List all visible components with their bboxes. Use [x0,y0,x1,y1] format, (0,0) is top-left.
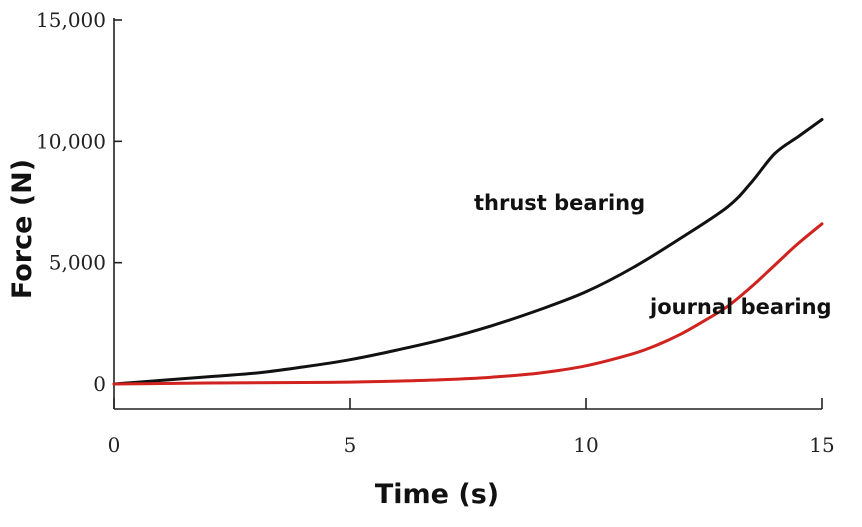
x-tick-label: 15 [809,433,834,457]
axis-ticks: 0 5 10 15 0 5,000 10,000 15,000 [36,8,835,457]
y-tick-label: 5,000 [49,251,106,275]
x-tick-label: 5 [344,433,357,457]
series-line-journal-bearing [112,222,824,386]
series-layer [112,118,824,386]
series-label-journal-bearing: journal bearing [649,295,832,319]
x-tick-label: 0 [108,433,121,457]
series-line-thrust-bearing [112,118,824,386]
y-tick-label: 15,000 [36,8,106,32]
y-tick-label: 10,000 [36,129,106,153]
x-tick-label: 10 [573,433,598,457]
y-tick-label: 0 [93,372,106,396]
y-axis-title: Force (N) [7,159,38,299]
series-label-thrust-bearing: thrust bearing [474,191,645,215]
x-axis-title: Time (s) [375,479,499,510]
